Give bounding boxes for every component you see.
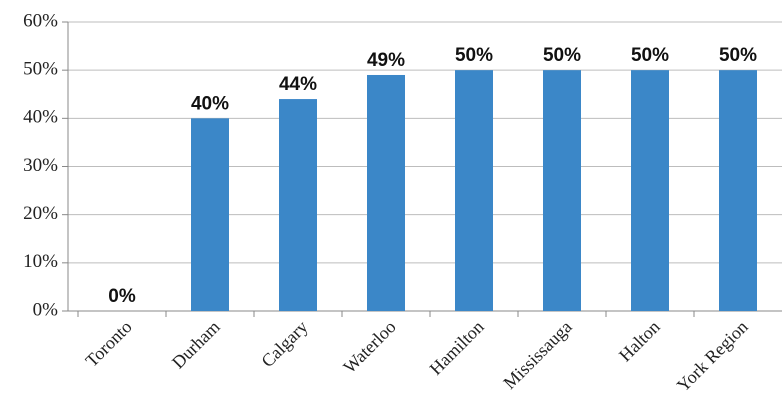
value-label: 50% bbox=[719, 45, 757, 66]
x-tick-label: York Region bbox=[673, 317, 752, 396]
y-tick-label: 60% bbox=[23, 10, 58, 31]
bar bbox=[279, 99, 317, 311]
y-tick-label: 10% bbox=[23, 251, 58, 272]
value-label: 50% bbox=[631, 45, 669, 66]
x-tick-label: Toronto bbox=[81, 317, 135, 371]
value-label: 50% bbox=[455, 45, 493, 66]
y-tick-label: 0% bbox=[33, 299, 59, 320]
value-label: 44% bbox=[279, 74, 317, 95]
value-label: 50% bbox=[543, 45, 581, 66]
value-label: 40% bbox=[191, 93, 229, 114]
bar bbox=[543, 70, 581, 312]
x-tick-label: Calgary bbox=[257, 317, 311, 371]
y-tick-label: 20% bbox=[23, 203, 58, 224]
x-tick-label: Halton bbox=[615, 317, 664, 366]
y-tick-label: 40% bbox=[23, 107, 58, 128]
y-tick-label: 50% bbox=[23, 59, 58, 80]
bar bbox=[719, 70, 757, 312]
x-tick-label: Hamilton bbox=[426, 317, 488, 379]
bar bbox=[367, 74, 405, 311]
value-label: 49% bbox=[367, 50, 405, 71]
value-label: 0% bbox=[108, 286, 136, 307]
x-tick-label: Waterloo bbox=[339, 317, 399, 377]
y-tick-label: 30% bbox=[23, 155, 58, 176]
bar bbox=[455, 70, 493, 312]
x-tick-label: Durham bbox=[168, 317, 224, 373]
bar bbox=[631, 70, 669, 312]
x-tick-label: Mississauga bbox=[499, 317, 575, 393]
bar bbox=[191, 118, 229, 311]
